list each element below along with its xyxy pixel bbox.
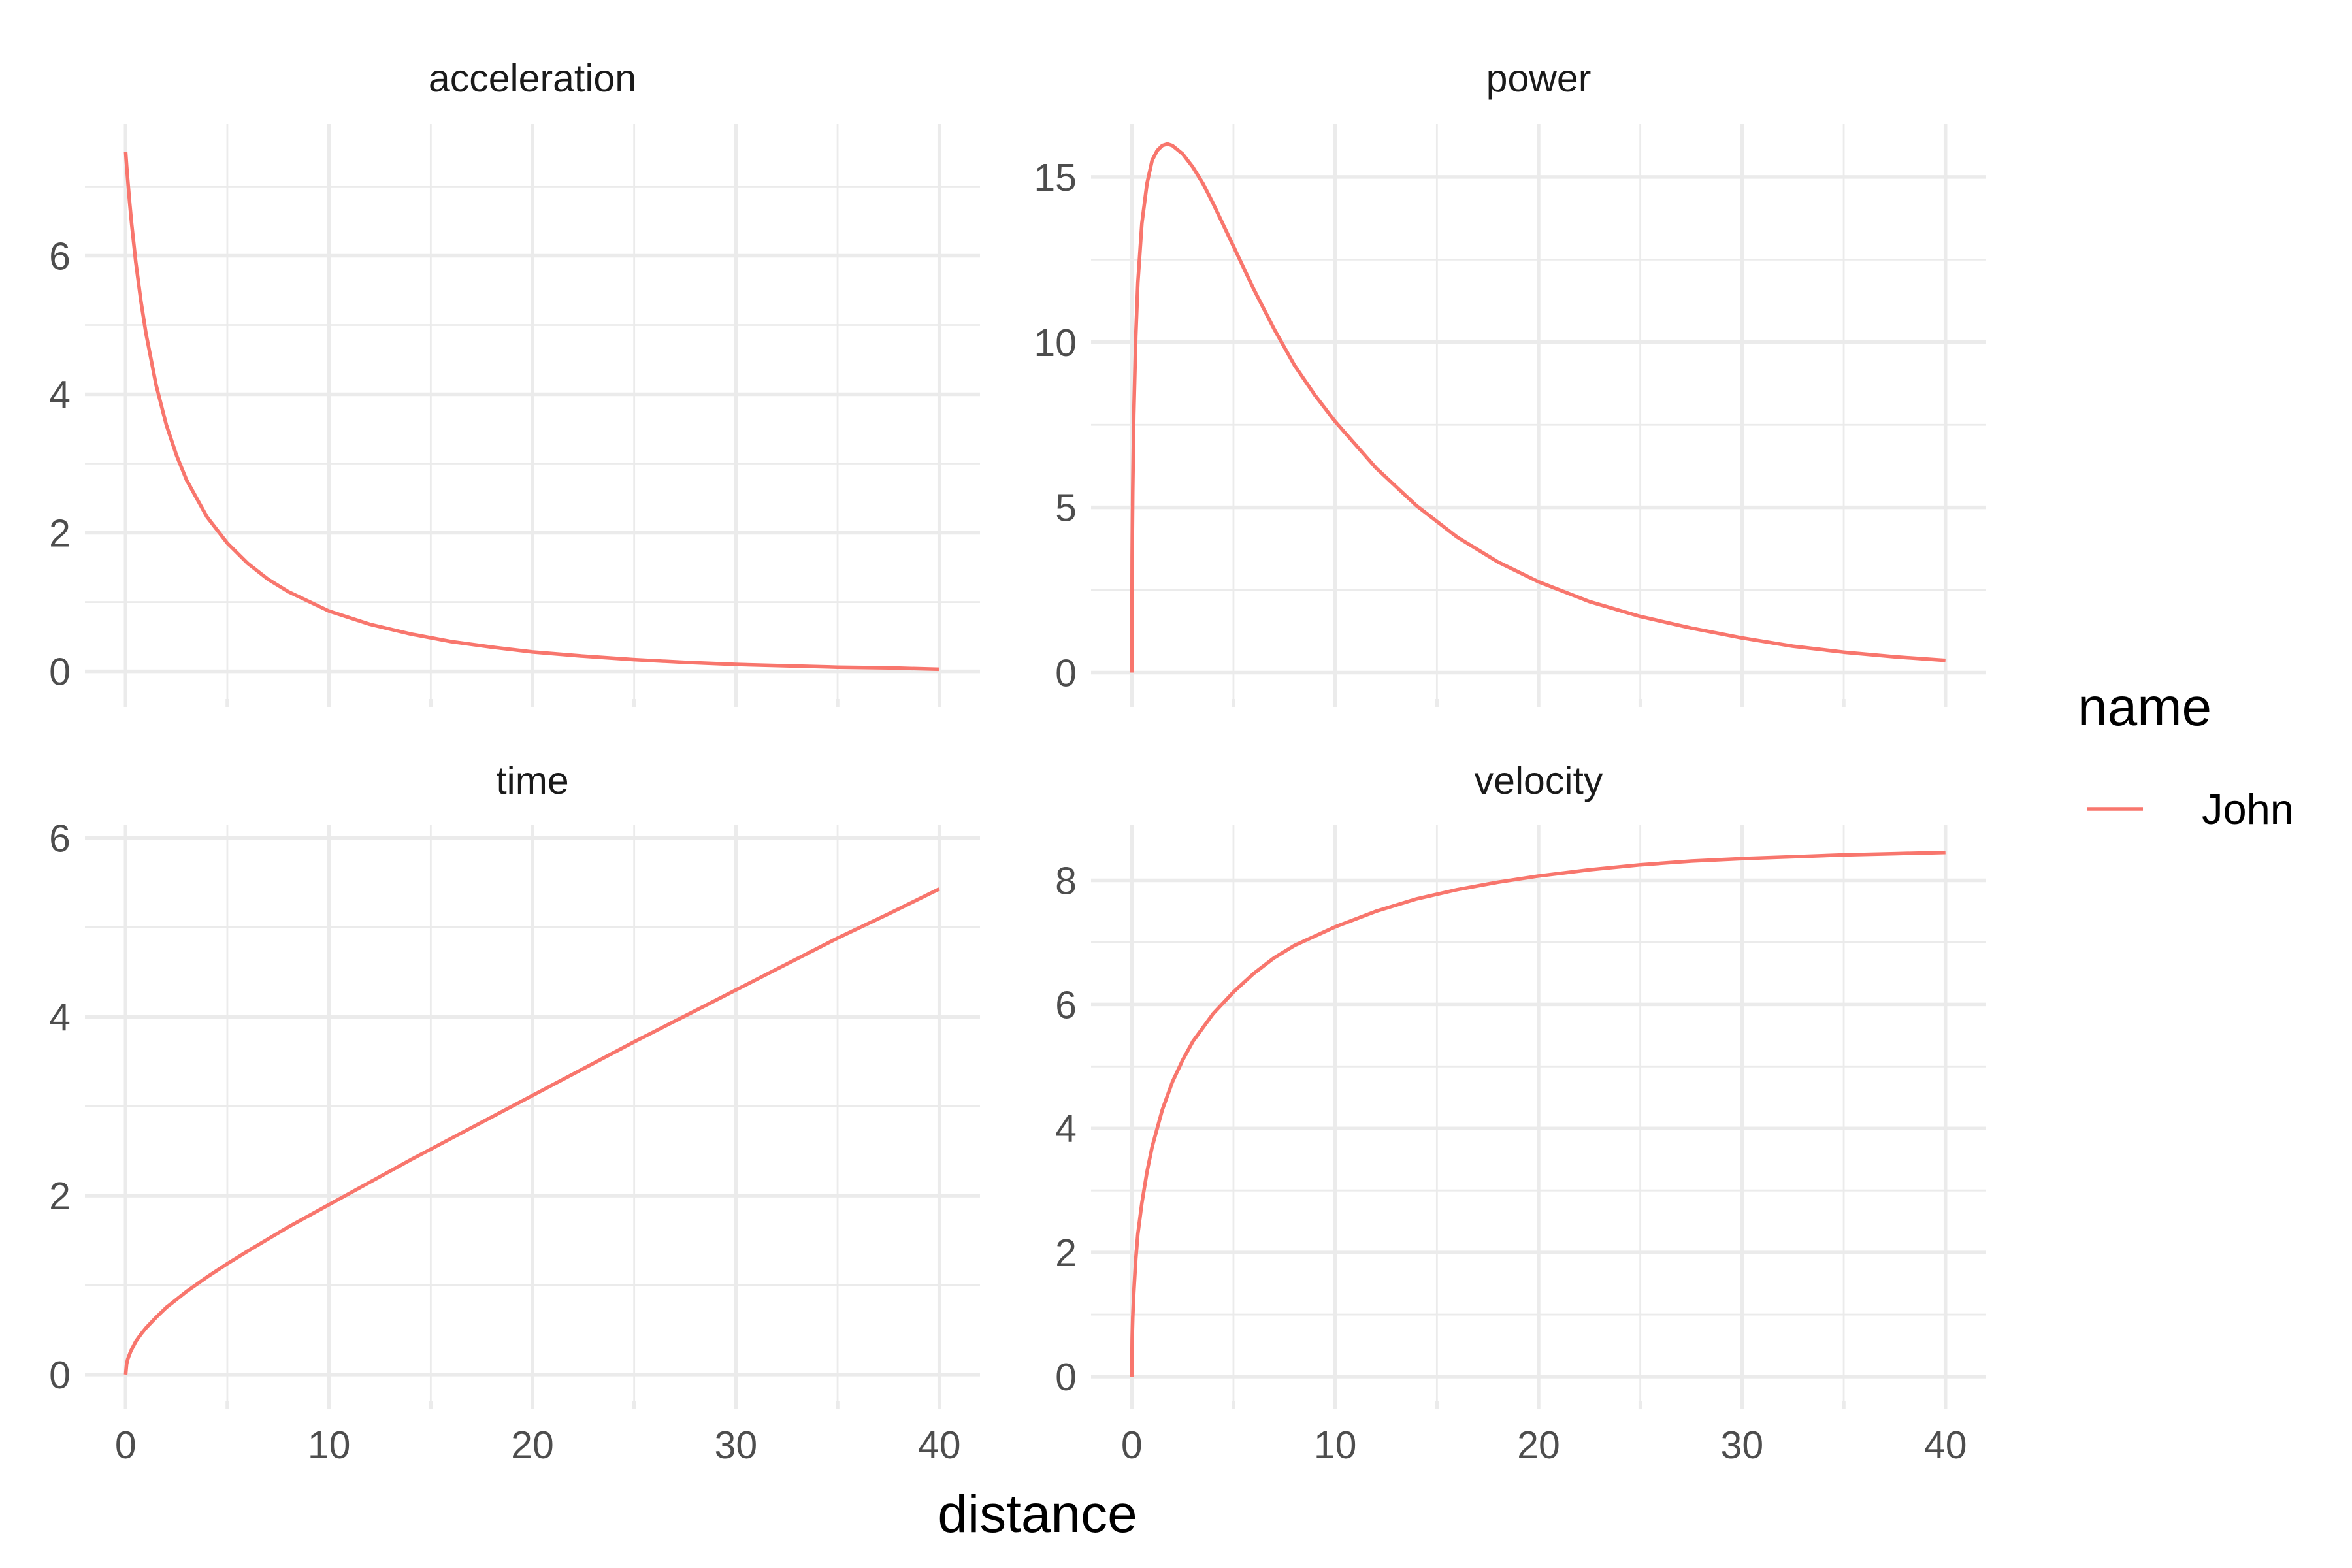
y-tick-label: 2 <box>49 512 71 555</box>
y-tick-label: 0 <box>1055 652 1077 695</box>
y-tick-label: 4 <box>49 996 71 1039</box>
y-tick-label: 4 <box>49 373 71 416</box>
series-line-acceleration-john <box>123 152 939 672</box>
y-tick-label: 2 <box>1055 1232 1077 1275</box>
panel-acceleration: acceleration 0 2 4 6 <box>49 57 980 707</box>
panel-title-velocity: velocity <box>1475 759 1603 802</box>
y-tick-label: 0 <box>49 651 71 694</box>
x-axis-title: distance <box>938 1484 1137 1544</box>
x-tick-label: 10 <box>1314 1424 1357 1467</box>
y-tick-label: 0 <box>49 1354 71 1397</box>
panel-title-power: power <box>1486 57 1592 100</box>
y-tick-label: 5 <box>1055 487 1077 530</box>
y-tick-label: 8 <box>1055 859 1077 902</box>
series-line-time-john <box>123 887 940 1375</box>
legend: name John <box>2078 678 2294 833</box>
panel-power: power 0 5 10 15 <box>1034 57 1986 707</box>
series-line-velocity-john <box>1130 850 1946 1377</box>
panel-title-acceleration: acceleration <box>429 57 636 100</box>
y-tick-label: 6 <box>49 817 71 860</box>
x-tick-label: 30 <box>1721 1424 1764 1467</box>
legend-label-john: John <box>2202 785 2294 833</box>
x-tick-label: 20 <box>1517 1424 1560 1467</box>
y-tick-label: 10 <box>1034 321 1077 365</box>
legend-title: name <box>2078 678 2212 737</box>
x-tick-label: 40 <box>918 1424 961 1467</box>
x-tick-label: 30 <box>715 1424 758 1467</box>
x-tick-label: 20 <box>511 1424 554 1467</box>
x-tick-label: 40 <box>1924 1424 1967 1467</box>
y-tick-label: 6 <box>49 235 71 278</box>
x-tick-label: 0 <box>115 1424 137 1467</box>
y-tick-label: 4 <box>1055 1107 1077 1151</box>
panel-time: time 0 2 4 6 0 10 20 30 40 <box>49 759 980 1467</box>
panel-velocity: velocity 0 2 4 6 8 0 10 20 30 40 <box>1055 759 1986 1467</box>
panel-title-time: time <box>496 759 568 802</box>
y-tick-label: 15 <box>1034 156 1077 199</box>
y-tick-label: 0 <box>1055 1356 1077 1399</box>
x-tick-label: 0 <box>1121 1424 1143 1467</box>
y-tick-label: 2 <box>49 1175 71 1218</box>
series-line-power-john <box>1130 142 1946 673</box>
y-tick-label: 6 <box>1055 983 1077 1026</box>
x-tick-label: 10 <box>308 1424 351 1467</box>
